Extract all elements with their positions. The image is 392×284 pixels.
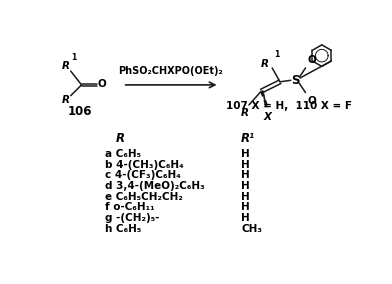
Text: R: R (62, 95, 70, 105)
Text: d 3,4-(MeO)₂C₆H₃: d 3,4-(MeO)₂C₆H₃ (105, 181, 205, 191)
Text: b 4-(CH₃)C₆H₄: b 4-(CH₃)C₆H₄ (105, 160, 183, 170)
Text: H: H (241, 202, 250, 212)
Text: O: O (308, 96, 317, 106)
Text: X: X (263, 112, 272, 122)
Text: e C₆H₅CH₂CH₂: e C₆H₅CH₂CH₂ (105, 192, 183, 202)
Text: a C₆H₅: a C₆H₅ (105, 149, 141, 159)
Text: h C₆H₅: h C₆H₅ (105, 224, 141, 233)
Text: PhSO₂CHXPO(OEt)₂: PhSO₂CHXPO(OEt)₂ (118, 66, 223, 76)
Text: H: H (241, 192, 250, 202)
Text: R: R (62, 61, 70, 71)
Text: H: H (241, 160, 250, 170)
Text: R: R (240, 108, 248, 118)
Text: O: O (97, 79, 106, 89)
Text: H: H (241, 213, 250, 223)
Text: f o-C₆H₁₁: f o-C₆H₁₁ (105, 202, 154, 212)
Text: R: R (261, 59, 269, 69)
Text: H: H (241, 181, 250, 191)
Text: R: R (116, 132, 125, 145)
Text: H: H (241, 170, 250, 180)
Text: O: O (308, 55, 317, 65)
Text: 1: 1 (274, 51, 279, 59)
Text: R¹: R¹ (241, 132, 255, 145)
Text: 106: 106 (68, 105, 92, 118)
Text: H: H (241, 149, 250, 159)
Text: 1: 1 (71, 53, 76, 62)
Text: CH₃: CH₃ (241, 224, 262, 233)
Text: S: S (291, 74, 300, 87)
Text: c 4-(CF₃)C₆H₄: c 4-(CF₃)C₆H₄ (105, 170, 181, 180)
Text: g -(CH₂)₅-: g -(CH₂)₅- (105, 213, 159, 223)
Text: 107 X = H,  110 X = F: 107 X = H, 110 X = F (226, 101, 352, 111)
